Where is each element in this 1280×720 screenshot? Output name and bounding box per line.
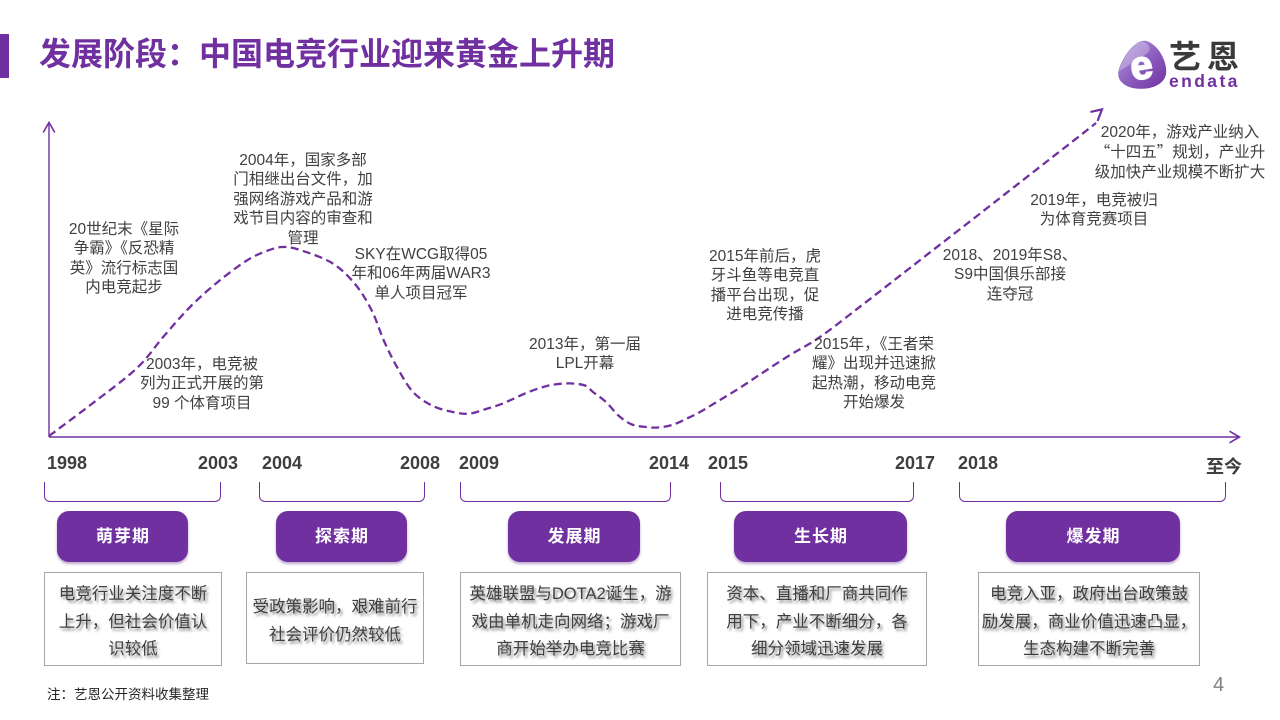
svg-text:endata: endata xyxy=(1169,71,1240,91)
svg-text:艺恩: 艺恩 xyxy=(1169,39,1245,75)
